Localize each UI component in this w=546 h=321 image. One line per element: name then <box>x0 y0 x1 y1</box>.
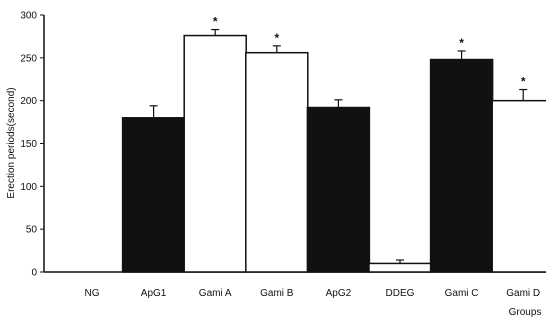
bar-5 <box>368 262 432 273</box>
y-tick-label-0: 0 <box>31 268 37 279</box>
x-tick-label-7: Gami D <box>506 288 540 299</box>
significance-mark-2: * <box>213 15 218 29</box>
x-tick-label-4: ApG2 <box>326 288 352 299</box>
y-tick-label-50: 50 <box>26 225 38 236</box>
chart-labels: NG ApG1 Gami A Gami B ApG2 DDEG Gami C Gami D <box>85 288 541 299</box>
bar-4 <box>306 106 371 273</box>
bar-1 <box>121 117 186 273</box>
x-tick-label-6: Gami C <box>445 288 479 299</box>
chart-significance-marks: * * * * <box>213 15 526 89</box>
significance-mark-7: * <box>521 75 526 89</box>
y-tick-label-150: 150 <box>20 139 37 150</box>
significance-mark-6: * <box>459 36 464 50</box>
bar-6 <box>429 58 494 273</box>
x-tick-label-1: ApG1 <box>141 288 167 299</box>
y-tick-label-100: 100 <box>20 182 37 193</box>
x-tick-label-3: Gami B <box>260 288 294 299</box>
significance-mark-3: * <box>274 31 279 45</box>
y-axis-title: Erection periods(second) <box>6 87 17 198</box>
y-tick-label-250: 250 <box>20 53 37 64</box>
bar-7 <box>491 99 546 273</box>
chart-error-bars <box>149 28 528 264</box>
x-tick-label-0: NG <box>85 288 100 299</box>
y-tick-label-300: 300 <box>20 11 37 22</box>
bar-3 <box>245 51 309 273</box>
chart-bars <box>121 34 546 273</box>
x-axis-title: Groups <box>509 307 542 318</box>
y-tick-label-200: 200 <box>20 96 37 107</box>
x-tick-label-5: DDEG <box>386 288 415 299</box>
x-tick-label-2: Gami A <box>199 288 232 299</box>
bar-2 <box>183 34 247 273</box>
